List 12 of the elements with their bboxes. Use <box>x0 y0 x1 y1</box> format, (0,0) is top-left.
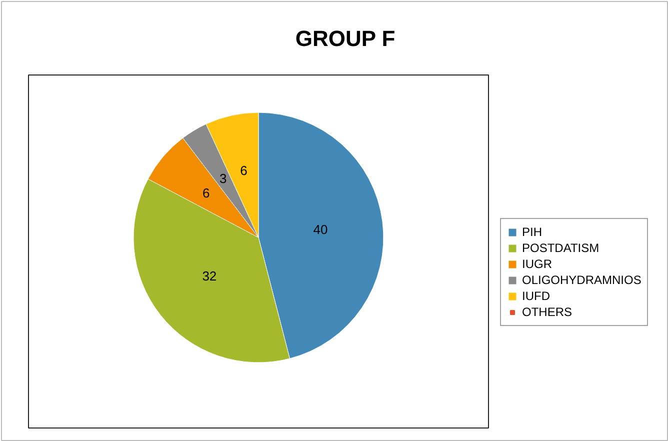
legend-label: IUFD <box>522 289 550 303</box>
data-label: 6 <box>240 162 248 178</box>
data-label: 3 <box>219 171 227 186</box>
data-label: 40 <box>313 222 328 238</box>
chart-title: GROUP F <box>295 26 396 51</box>
legend-label: IUGR <box>522 257 552 271</box>
legend-label: OLIGOHYDRAMNIOS <box>522 273 642 287</box>
legend-label: PIH <box>522 225 542 239</box>
legend-label: OTHERS <box>522 305 572 319</box>
data-label: 32 <box>202 268 217 284</box>
data-label: 6 <box>202 185 210 200</box>
legend-label: POSTDATISM <box>522 241 600 255</box>
